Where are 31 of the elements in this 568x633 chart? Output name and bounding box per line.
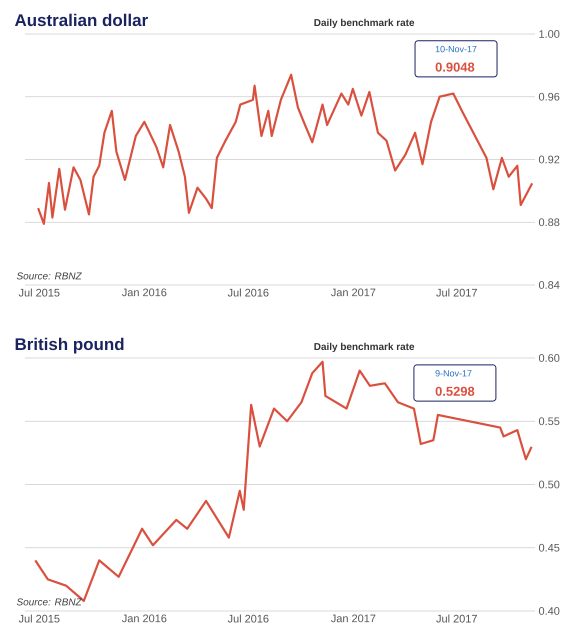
y-tick-label: 0.40 (538, 607, 560, 615)
y-tick-label: 0.50 (538, 480, 560, 488)
y-tick-label: 0.55 (538, 417, 560, 426)
x-tick-label: Jul 2017 (436, 614, 477, 623)
x-tick-label: Jan 2016 (122, 614, 166, 622)
x-tick-label: Jul 2016 (228, 614, 269, 623)
y-tick-label: 0.84 (538, 281, 560, 289)
line-series (37, 74, 534, 225)
x-tick-label: Jul 2017 (436, 288, 477, 297)
y-tick-label: 0.45 (538, 544, 560, 552)
x-tick-label: Jul 2016 (228, 288, 269, 297)
annotation: Source: RBNZ (16, 272, 82, 280)
y-tick-label: 0.60 (538, 354, 560, 362)
y-tick-label: 0.92 (538, 156, 560, 164)
x-tick-label: Jan 2017 (331, 614, 376, 622)
chart-subtitle: Daily benchmark rate (314, 18, 414, 28)
y-tick-label: 0.96 (538, 92, 560, 101)
annotation: 0.5298 (436, 386, 474, 396)
chart-title: British pound (16, 338, 124, 354)
x-tick-label: Jan 2017 (331, 288, 376, 296)
y-tick-label: 0.88 (538, 218, 560, 226)
chart-subtitle: Daily benchmark rate (314, 342, 414, 352)
annotation: 0.9048 (436, 62, 474, 72)
annotation: 10-Nov-17 (436, 46, 476, 52)
y-tick-label: 1.00 (539, 30, 560, 38)
x-tick-label: Jul 2015 (18, 614, 60, 623)
chart-title: Australian dollar (14, 14, 148, 26)
x-tick-label: Jan 2016 (122, 288, 166, 296)
x-tick-label: Jul 2015 (18, 288, 60, 297)
annotation: Source: RBNZ (16, 598, 82, 606)
annotation: 9-Nov-17 (436, 370, 472, 376)
